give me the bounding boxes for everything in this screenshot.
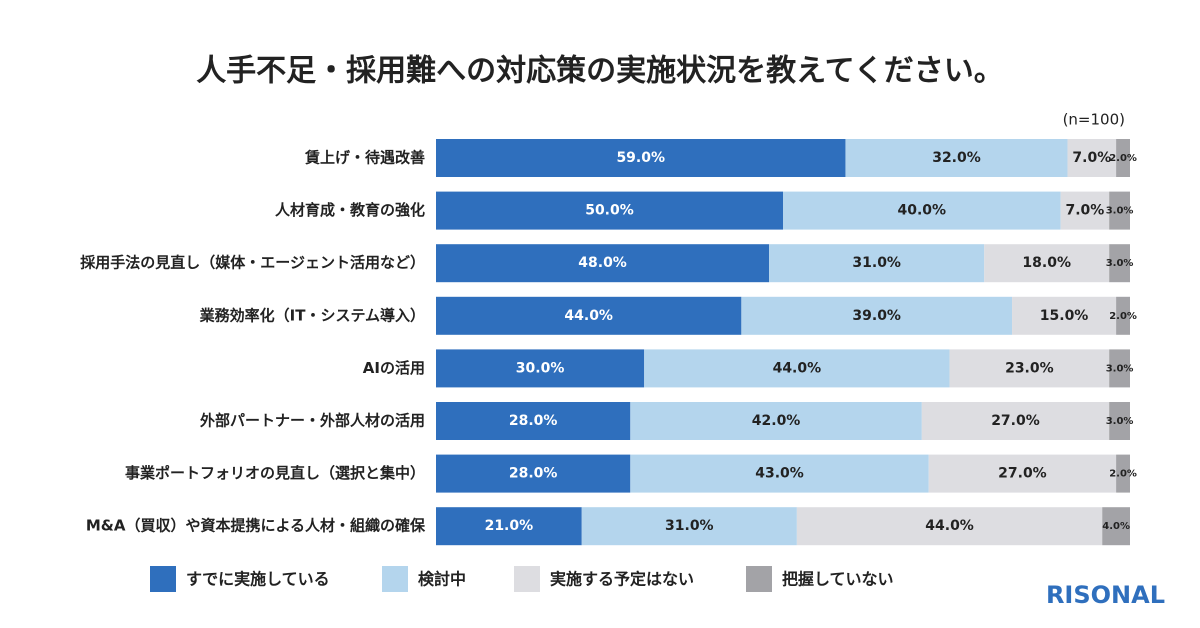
bar-segment — [1060, 191, 1110, 230]
value-label: 3.0% — [1106, 258, 1134, 269]
category-label: 採用手法の見直し（媒体・エージェント活用など） — [80, 254, 425, 272]
category-label: M&A（買収）や資本提携による人材・組織の確保 — [86, 517, 426, 535]
value-label: 59.0% — [616, 150, 665, 166]
bar-segment — [630, 454, 929, 493]
bar-segment — [796, 507, 1103, 546]
bar-segment — [1116, 139, 1130, 177]
legend-label: 検討中 — [418, 570, 466, 589]
value-label: 28.0% — [509, 413, 558, 429]
bar-segment — [1067, 139, 1117, 177]
bar-segment — [928, 454, 1117, 493]
bar-segment — [1012, 296, 1117, 335]
category-label: AIの活用 — [363, 359, 425, 377]
bar-segment — [581, 507, 797, 546]
bar-segment — [436, 349, 645, 388]
value-label: 27.0% — [998, 466, 1047, 482]
legend-label: すでに実施している — [186, 570, 330, 589]
legend-label: 把握していない — [782, 570, 894, 589]
bar-segment — [783, 191, 1061, 230]
bar-segment — [741, 296, 1013, 335]
bar-segment — [949, 349, 1110, 388]
legend-swatch — [382, 566, 408, 592]
value-label: 40.0% — [898, 203, 947, 219]
category-label: 業務効率化（IT・システム導入） — [199, 306, 425, 324]
bar-segment — [769, 244, 985, 283]
category-label: 外部パートナー・外部人材の活用 — [199, 412, 425, 430]
bar-segment — [436, 191, 783, 230]
value-label: 30.0% — [516, 360, 565, 376]
value-label: 50.0% — [585, 203, 634, 219]
bar-segment — [630, 402, 922, 440]
bar-segment — [921, 402, 1110, 440]
value-label: 48.0% — [578, 255, 627, 271]
bar-segment — [845, 139, 1068, 177]
chart-title: 人手不足・採用難への対応策の実施状況を教えてください。 — [196, 54, 1004, 89]
bar-segment — [644, 349, 950, 388]
value-label: 31.0% — [852, 255, 901, 271]
category-label: 賃上げ・待遇改善 — [304, 149, 425, 167]
value-label: 28.0% — [509, 466, 558, 482]
value-label: 27.0% — [991, 413, 1040, 429]
value-label: 39.0% — [852, 308, 901, 324]
legend-label: 実施する予定はない — [550, 570, 694, 589]
legend-swatch — [746, 566, 772, 592]
value-label: 32.0% — [932, 150, 981, 166]
value-label: 2.0% — [1109, 153, 1137, 164]
value-label: 2.0% — [1109, 469, 1137, 480]
category-label: 人材育成・教育の強化 — [275, 201, 425, 219]
value-label: 31.0% — [665, 518, 714, 534]
value-label: 43.0% — [755, 466, 804, 482]
legend-swatch — [150, 566, 176, 592]
value-label: 3.0% — [1106, 416, 1134, 427]
bar-segment — [1109, 244, 1130, 283]
bar-segment — [1102, 507, 1130, 546]
value-label: 2.0% — [1109, 311, 1137, 322]
value-label: 42.0% — [752, 413, 801, 429]
logo: RISONAL — [1046, 581, 1165, 609]
value-label: 21.0% — [485, 518, 534, 534]
bar-segment — [436, 296, 742, 335]
bar-segment — [436, 454, 631, 493]
value-label: 44.0% — [773, 360, 822, 376]
bar-segment — [1109, 191, 1130, 230]
value-label: 44.0% — [564, 308, 613, 324]
value-label: 3.0% — [1106, 363, 1134, 374]
category-label: 事業ポートフォリオの見直し（選択と集中） — [125, 464, 425, 482]
value-label: 7.0% — [1065, 203, 1104, 219]
bar-segment — [436, 244, 770, 283]
bar-segment — [1109, 402, 1130, 440]
legend-swatch — [514, 566, 540, 592]
bar-segment — [984, 244, 1110, 283]
bar-segment — [436, 139, 846, 177]
bar-segment — [436, 507, 582, 546]
bar-segment — [1116, 454, 1130, 493]
value-label: 18.0% — [1022, 255, 1071, 271]
value-label: 23.0% — [1005, 360, 1054, 376]
value-label: 44.0% — [925, 518, 974, 534]
value-label: 4.0% — [1102, 521, 1130, 532]
sample-note: (n=100) — [1063, 111, 1125, 129]
value-label: 7.0% — [1072, 150, 1111, 166]
bar-segment — [436, 402, 631, 440]
bar-segment — [1116, 296, 1130, 335]
bar-segment — [1109, 349, 1130, 388]
value-label: 3.0% — [1106, 206, 1134, 217]
value-label: 15.0% — [1040, 308, 1089, 324]
